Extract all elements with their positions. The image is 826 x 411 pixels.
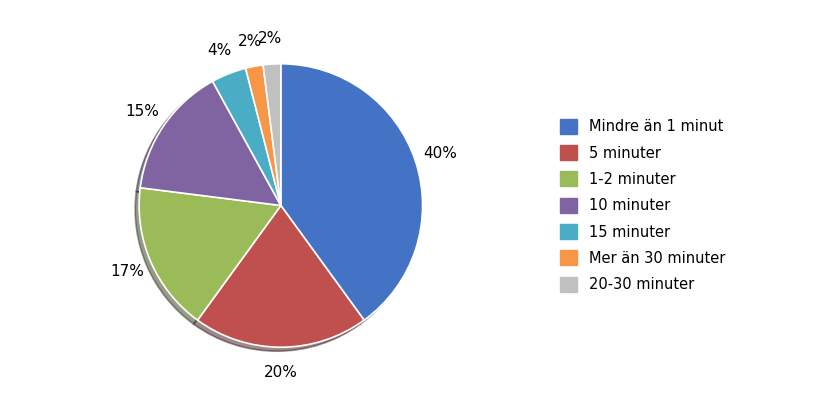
Wedge shape [197,206,364,347]
Text: 2%: 2% [259,31,282,46]
Legend: Mindre än 1 minut, 5 minuter, 1-2 minuter, 10 minuter, 15 minuter, Mer än 30 min: Mindre än 1 minut, 5 minuter, 1-2 minute… [553,111,733,300]
Text: 40%: 40% [423,146,457,162]
Wedge shape [140,81,281,206]
Text: 17%: 17% [111,264,145,279]
Wedge shape [281,64,423,320]
Text: 2%: 2% [237,34,262,49]
Wedge shape [212,68,281,205]
Wedge shape [245,65,281,206]
Wedge shape [139,188,281,320]
Text: 20%: 20% [263,365,298,380]
Text: 4%: 4% [207,42,231,58]
Text: 15%: 15% [126,104,159,119]
Wedge shape [263,64,281,206]
